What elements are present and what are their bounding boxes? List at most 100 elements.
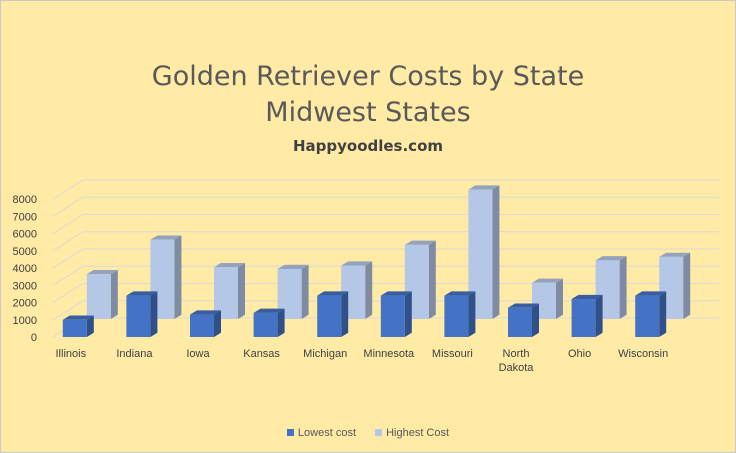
bar-top [468, 185, 500, 190]
gridline [52, 214, 719, 234]
x-tick-label: Iowa [186, 348, 210, 360]
bar-side [404, 291, 412, 337]
bar-top [508, 303, 539, 308]
legend-swatch-highest [375, 429, 383, 436]
bar-top [253, 308, 285, 313]
lowest-cost-bars [62, 291, 667, 337]
bar-lowest-cost [635, 291, 667, 337]
bar-top [190, 310, 221, 315]
y-tick-label: 0 [31, 332, 37, 344]
x-tick-label: Ohio [568, 348, 591, 360]
bar-side [468, 291, 476, 337]
bar-side [428, 240, 436, 319]
bar-front [190, 314, 214, 337]
bar-side [214, 310, 221, 337]
chart-title-line-2: Midwest States [265, 97, 471, 128]
y-tick-label: 1000 [13, 315, 37, 327]
bar-side [174, 235, 182, 319]
bar-top [86, 269, 118, 275]
bar-side [86, 315, 94, 337]
legend: Lowest cost Highest Cost [1, 427, 735, 439]
bar-side [595, 294, 603, 337]
bar-highest-cost [86, 269, 118, 319]
bar-top [277, 264, 309, 269]
x-axis: Illinois Indiana Iowa Kansas Michigan Minneso… [56, 348, 669, 374]
x-tick-label: Illinois [56, 348, 87, 360]
bar-top [380, 291, 412, 296]
gridline [52, 248, 719, 269]
bar-top [62, 315, 94, 320]
bar-side [492, 185, 500, 319]
bar-top [571, 294, 603, 300]
bar-top [659, 252, 691, 257]
bar-side [532, 303, 539, 337]
y-tick-label: 3000 [13, 280, 37, 292]
chart-title: Golden Retriever Costs by State Midwest … [1, 59, 735, 131]
bar-front [253, 312, 278, 337]
bar-side [301, 264, 309, 319]
x-tick-label: Indiana [116, 348, 153, 360]
bar-top [532, 278, 563, 283]
bar-side [365, 261, 373, 319]
bar-side [341, 291, 349, 337]
bar-top [214, 263, 245, 268]
y-tick-label: 4000 [13, 263, 37, 275]
bar-lowest-cost [190, 310, 221, 337]
x-tick-label: Missouri [432, 348, 473, 360]
bar-lowest-cost [444, 291, 476, 337]
bar-front [62, 319, 87, 337]
bar-top [317, 291, 349, 296]
y-tick-label: 8000 [13, 194, 37, 206]
bar-side [238, 263, 245, 319]
bar-top [444, 291, 476, 296]
bar-side [556, 278, 563, 319]
x-tick-label: Minnesota [363, 348, 415, 360]
bar-top [150, 235, 182, 240]
bar-top [404, 240, 436, 245]
bar-lowest-cost [62, 315, 94, 337]
legend-label-lowest: Lowest cost [297, 427, 357, 439]
bar-lowest-cost [380, 291, 412, 337]
y-tick-label: 7000 [13, 211, 37, 223]
y-tick-label: 5000 [13, 246, 37, 258]
bar-side [619, 256, 627, 319]
chart-title-line-1: Golden Retriever Costs by State [151, 61, 585, 92]
bar-front [508, 307, 532, 337]
bar-top [341, 261, 373, 266]
bar-front [86, 274, 111, 319]
x-tick-label: Wisconsin [618, 348, 668, 360]
bar-side [683, 252, 691, 319]
bar-front [380, 295, 405, 337]
bar-front [635, 295, 660, 337]
legend-item-lowest: Lowest cost [286, 427, 357, 439]
gridline [52, 196, 719, 217]
bar-front [444, 295, 469, 337]
gridline [52, 265, 719, 286]
legend-item-highest: Highest Cost [375, 427, 449, 439]
bar-lowest-cost [571, 294, 603, 337]
bar-lowest-cost [508, 303, 539, 337]
gridline [52, 300, 719, 321]
bar-side [110, 269, 118, 319]
y-tick-label: 2000 [13, 298, 37, 310]
legend-label-highest: Highest Cost [386, 427, 450, 439]
bar-front [317, 295, 342, 337]
bar-top [635, 291, 667, 296]
y-axis: 0 1000 2000 3000 4000 5000 6000 7000 8000 [13, 194, 37, 344]
bar-top [126, 291, 158, 296]
bar-highest-cost [150, 235, 182, 319]
x-tick-label: North Dakota [499, 348, 535, 374]
gridline [52, 179, 719, 200]
gridline [52, 283, 719, 303]
bar-front [571, 299, 596, 337]
bar-lowest-cost [126, 291, 158, 337]
bar-side [659, 291, 667, 337]
bar-side [150, 291, 158, 337]
x-tick-label: Michigan [303, 348, 347, 360]
bar-side [277, 308, 285, 337]
bar-lowest-cost [253, 308, 285, 337]
gridlines [52, 179, 719, 338]
bar-lowest-cost [317, 291, 349, 337]
